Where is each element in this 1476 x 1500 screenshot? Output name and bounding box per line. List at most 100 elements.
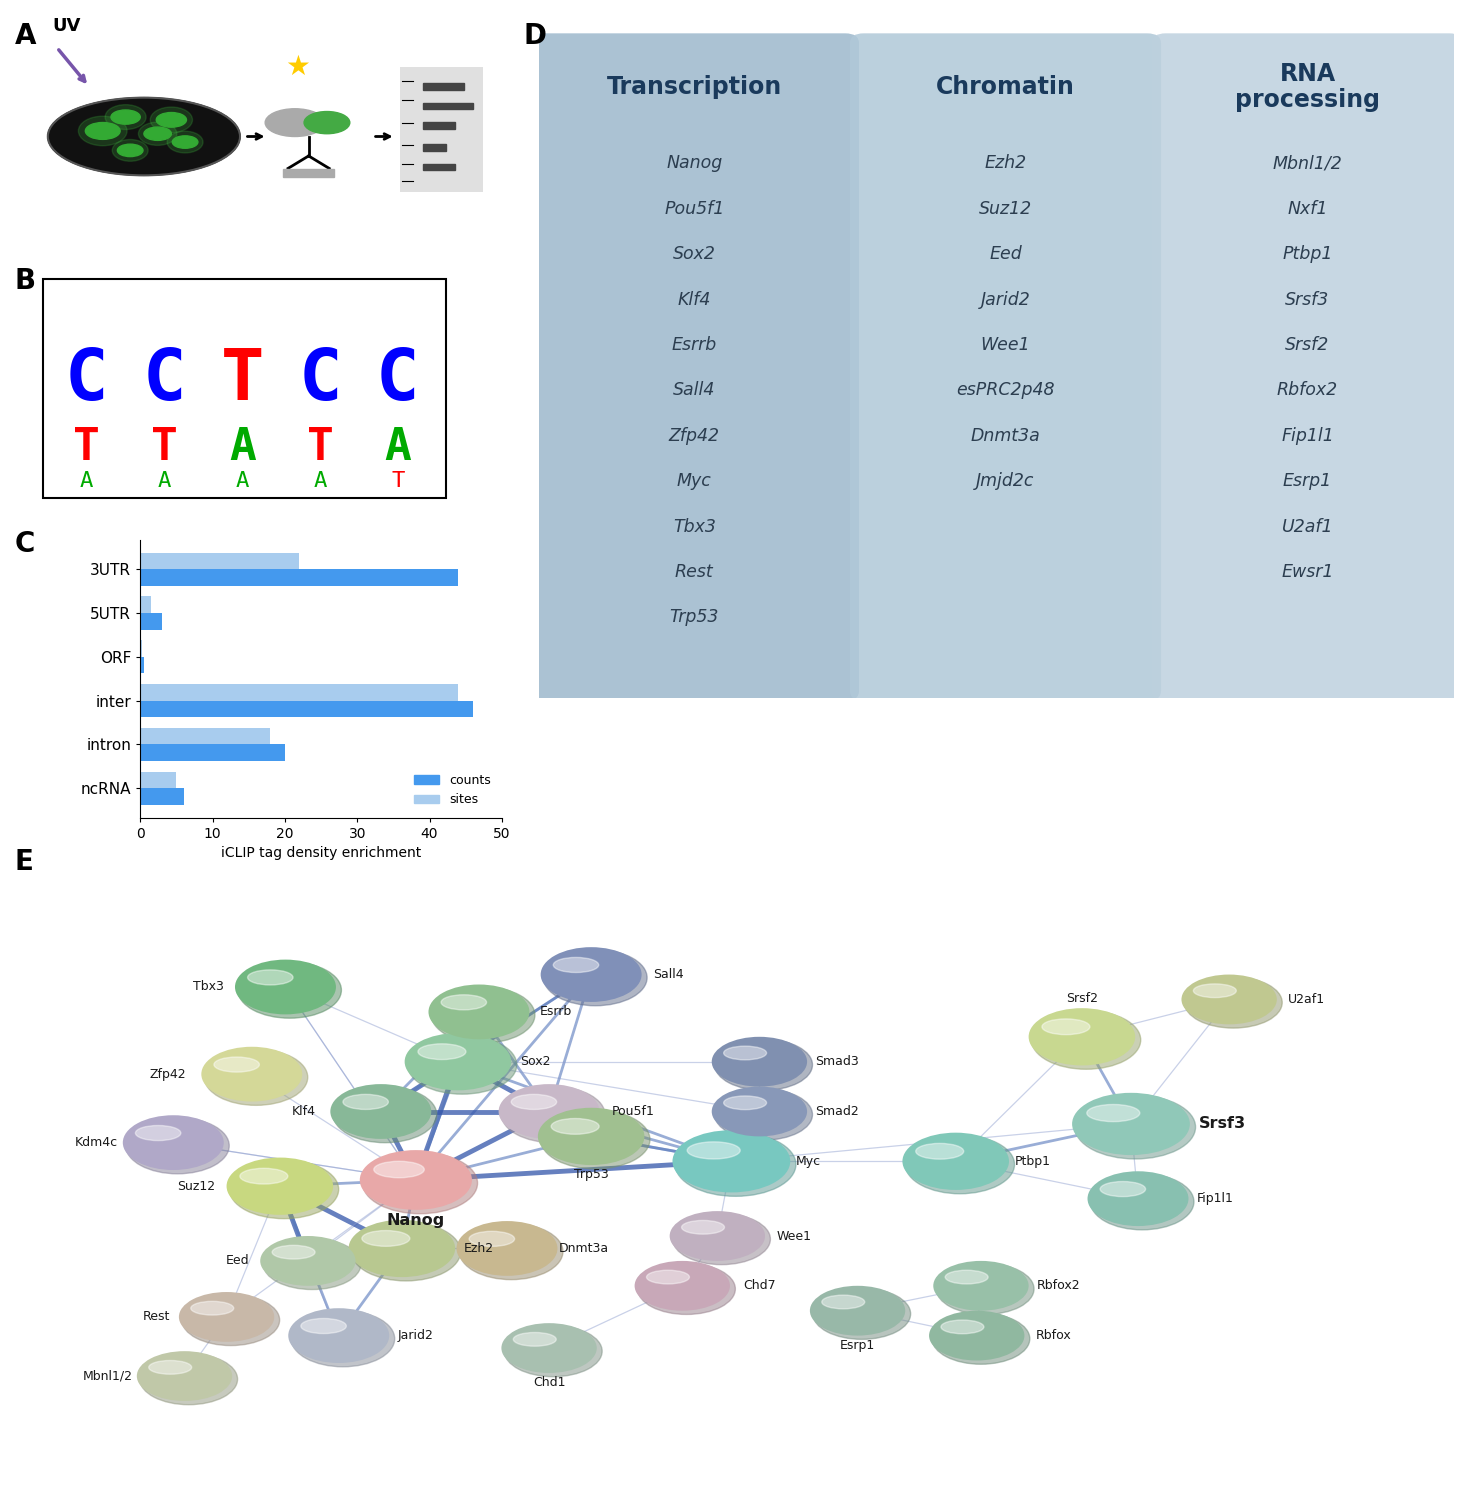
Bar [400,68,483,192]
Text: Jarid2: Jarid2 [980,291,1030,309]
Text: Smad3: Smad3 [815,1054,859,1068]
Ellipse shape [714,1089,812,1140]
Bar [140,597,151,613]
Ellipse shape [334,1086,437,1143]
Text: Rbfox: Rbfox [1036,1329,1072,1342]
Ellipse shape [456,1221,558,1276]
Ellipse shape [905,1136,1014,1194]
Ellipse shape [156,112,186,128]
Ellipse shape [646,1270,689,1284]
Text: Srsf3: Srsf3 [1199,1116,1246,1131]
Ellipse shape [499,1084,599,1138]
Ellipse shape [266,110,325,136]
Text: Eed: Eed [226,1254,249,1268]
Text: A: A [80,471,93,490]
Ellipse shape [822,1294,865,1310]
Ellipse shape [167,130,204,153]
Ellipse shape [351,1222,461,1281]
Ellipse shape [348,1220,455,1276]
Ellipse shape [723,1096,766,1110]
Ellipse shape [540,946,642,1002]
Ellipse shape [540,1110,649,1168]
Text: Esrp1: Esrp1 [840,1340,875,1352]
Ellipse shape [675,1132,796,1197]
Ellipse shape [1075,1095,1196,1160]
Text: Chd7: Chd7 [742,1280,776,1293]
Bar [424,82,465,90]
Ellipse shape [682,1221,725,1234]
Ellipse shape [190,1302,233,1316]
Text: Trp53: Trp53 [670,609,719,627]
Ellipse shape [118,144,143,156]
Text: Sall4: Sall4 [652,968,683,981]
Ellipse shape [272,1245,314,1258]
Bar [140,570,459,586]
Text: Myc: Myc [796,1155,821,1168]
Ellipse shape [915,1143,964,1160]
Bar [140,640,142,657]
Text: Jmjd2c: Jmjd2c [976,472,1035,490]
Text: Ezh2: Ezh2 [463,1242,494,1256]
Text: Ptbp1: Ptbp1 [1015,1155,1051,1168]
Text: Chd1: Chd1 [533,1377,565,1389]
Text: Smad2: Smad2 [815,1106,859,1118]
Ellipse shape [360,1150,472,1210]
Ellipse shape [1181,975,1277,1024]
Bar [140,744,285,760]
Bar [424,122,455,129]
Ellipse shape [1086,1104,1139,1122]
Ellipse shape [263,1239,362,1290]
Text: Mbnl1/2: Mbnl1/2 [1272,154,1342,172]
Ellipse shape [670,1210,765,1261]
Text: Srsf3: Srsf3 [1286,291,1330,309]
Ellipse shape [260,1236,356,1286]
Ellipse shape [288,1308,390,1364]
Text: E: E [15,847,34,876]
Text: C: C [376,346,419,416]
Ellipse shape [673,1214,770,1264]
Ellipse shape [723,1046,766,1060]
Legend: counts, sites: counts, sites [409,770,496,812]
Text: A: A [158,471,171,490]
Text: A: A [236,471,249,490]
Text: Trp53: Trp53 [574,1168,608,1182]
Text: Rbfox2: Rbfox2 [1277,381,1339,399]
Bar [140,788,183,806]
Ellipse shape [714,1040,812,1090]
Ellipse shape [111,110,140,125]
Bar [424,144,446,152]
Text: Pou5f1: Pou5f1 [611,1106,655,1118]
Text: Transcription: Transcription [607,75,782,99]
Ellipse shape [469,1232,515,1246]
Text: B: B [15,267,35,296]
Ellipse shape [1032,1011,1141,1070]
Text: Tbx3: Tbx3 [193,981,224,993]
Ellipse shape [1100,1182,1145,1197]
Text: U2af1: U2af1 [1281,518,1333,536]
Ellipse shape [123,1114,224,1170]
Text: Kdm4c: Kdm4c [75,1136,118,1149]
Ellipse shape [139,122,177,146]
Ellipse shape [301,1318,347,1334]
Bar [140,552,300,570]
Ellipse shape [373,1161,424,1178]
Text: Ezh2: Ezh2 [984,154,1026,172]
Ellipse shape [441,994,487,1010]
Ellipse shape [1194,984,1237,998]
Ellipse shape [407,1035,517,1094]
Ellipse shape [1088,1172,1188,1225]
Ellipse shape [235,960,337,1014]
FancyBboxPatch shape [850,33,1162,700]
Ellipse shape [105,105,146,129]
Ellipse shape [125,1118,229,1174]
Text: T: T [220,346,264,416]
Text: Sall4: Sall4 [673,381,716,399]
Text: C: C [65,346,108,416]
Ellipse shape [241,1168,288,1184]
Ellipse shape [78,116,127,146]
Ellipse shape [201,1047,303,1101]
Ellipse shape [86,123,120,140]
Ellipse shape [204,1048,308,1106]
Bar [140,771,177,788]
Ellipse shape [931,1312,1030,1364]
